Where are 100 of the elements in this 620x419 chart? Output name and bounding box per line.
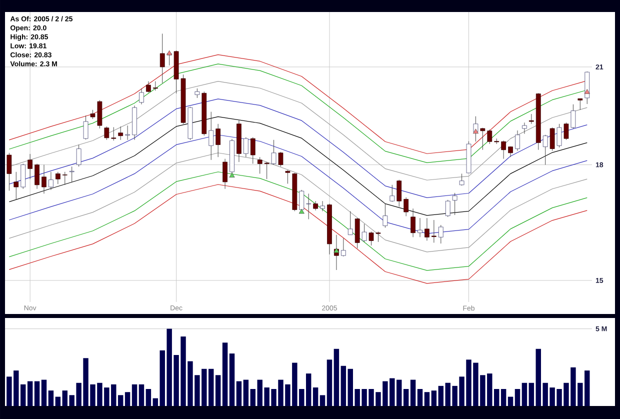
- candlestick: [139, 88, 144, 105]
- candlestick: [564, 122, 569, 140]
- candlestick: [76, 144, 82, 167]
- bar: [27, 381, 33, 406]
- bar: [138, 384, 144, 406]
- bar: [417, 389, 423, 406]
- bar: [34, 381, 40, 406]
- candlestick: [118, 126, 124, 140]
- bar: [243, 380, 249, 406]
- candlestick: [306, 193, 312, 220]
- candlestick: [208, 112, 214, 160]
- candlestick: [194, 88, 200, 98]
- point: [584, 89, 590, 94]
- candlestick: [222, 158, 228, 190]
- line-series: [8, 172, 588, 271]
- candlestick: [56, 172, 60, 184]
- candlestick: [313, 200, 318, 211]
- candlestick: [111, 126, 116, 141]
- bar: [55, 396, 61, 406]
- candlestick: [528, 114, 534, 124]
- candlestick: [216, 124, 221, 158]
- candlestick: [410, 208, 416, 238]
- candlestick: [264, 162, 270, 180]
- bar: [431, 390, 437, 406]
- candlestick: [480, 128, 486, 150]
- candlestick: [340, 238, 346, 257]
- line-series: [8, 98, 588, 198]
- point: [166, 50, 172, 56]
- candlestick: [125, 125, 130, 140]
- bar: [326, 360, 332, 406]
- bar: [403, 389, 409, 406]
- candlestick: [556, 124, 562, 148]
- bar: [438, 386, 444, 406]
- bar: [500, 389, 506, 406]
- candlestick: [404, 197, 409, 216]
- candlestick: [438, 224, 444, 244]
- candlestick: [362, 224, 367, 242]
- candlestick: [424, 218, 430, 241]
- candlestick: [104, 126, 110, 140]
- candlestick: [418, 218, 422, 238]
- bar: [118, 395, 124, 406]
- bar: [312, 387, 318, 406]
- candlestick: [542, 134, 548, 166]
- candlestick: [452, 192, 458, 216]
- candlestick: [320, 200, 325, 212]
- bar: [528, 382, 534, 406]
- bar: [41, 380, 47, 406]
- candlestick: [160, 33, 165, 84]
- bar: [152, 398, 158, 406]
- point: [334, 248, 340, 253]
- bar: [508, 396, 514, 406]
- candlestick: [62, 172, 68, 186]
- candlestick: [285, 170, 290, 184]
- bar: [306, 374, 312, 406]
- candlestick: [42, 164, 46, 194]
- bar: [124, 392, 130, 406]
- candlestick: [14, 172, 19, 200]
- candlestick: [48, 172, 54, 190]
- candlestick: [550, 127, 555, 152]
- bar: [340, 366, 346, 406]
- bar: [222, 342, 228, 406]
- bar: [424, 392, 430, 406]
- candlestick: [83, 115, 88, 140]
- candlestick: [396, 180, 402, 207]
- candlestick: [432, 220, 436, 243]
- candlestick: [570, 104, 576, 129]
- candlestick: [348, 210, 353, 236]
- candlestick: [250, 137, 256, 164]
- candlestick: [244, 137, 248, 158]
- bar: [236, 381, 242, 406]
- bar: [410, 380, 416, 406]
- point: [472, 128, 478, 134]
- bar: [522, 382, 528, 406]
- point: [298, 208, 304, 214]
- candlestick: [501, 140, 506, 160]
- bar: [146, 389, 152, 406]
- candlestick: [20, 163, 26, 190]
- candlestick: [382, 203, 388, 228]
- bar: [132, 384, 138, 406]
- candlestick: [6, 152, 12, 191]
- candlestick: [69, 166, 74, 182]
- line-series: [8, 116, 588, 216]
- bar: [334, 348, 340, 406]
- candlestick: [34, 163, 40, 190]
- candlestick: [354, 218, 360, 249]
- candlestick: [152, 81, 158, 91]
- point: [229, 172, 235, 178]
- candlestick: [459, 173, 464, 186]
- candlestick: [28, 154, 33, 180]
- candlestick: [487, 129, 492, 144]
- candlestick: [257, 156, 262, 174]
- bar: [229, 353, 235, 406]
- bar: [48, 390, 54, 406]
- candlestick: [522, 122, 527, 134]
- candlestick: [271, 140, 276, 166]
- bar: [320, 395, 326, 406]
- candlestick: [578, 98, 583, 110]
- line-series: [8, 184, 588, 284]
- bar: [215, 375, 221, 406]
- bar: [514, 389, 520, 406]
